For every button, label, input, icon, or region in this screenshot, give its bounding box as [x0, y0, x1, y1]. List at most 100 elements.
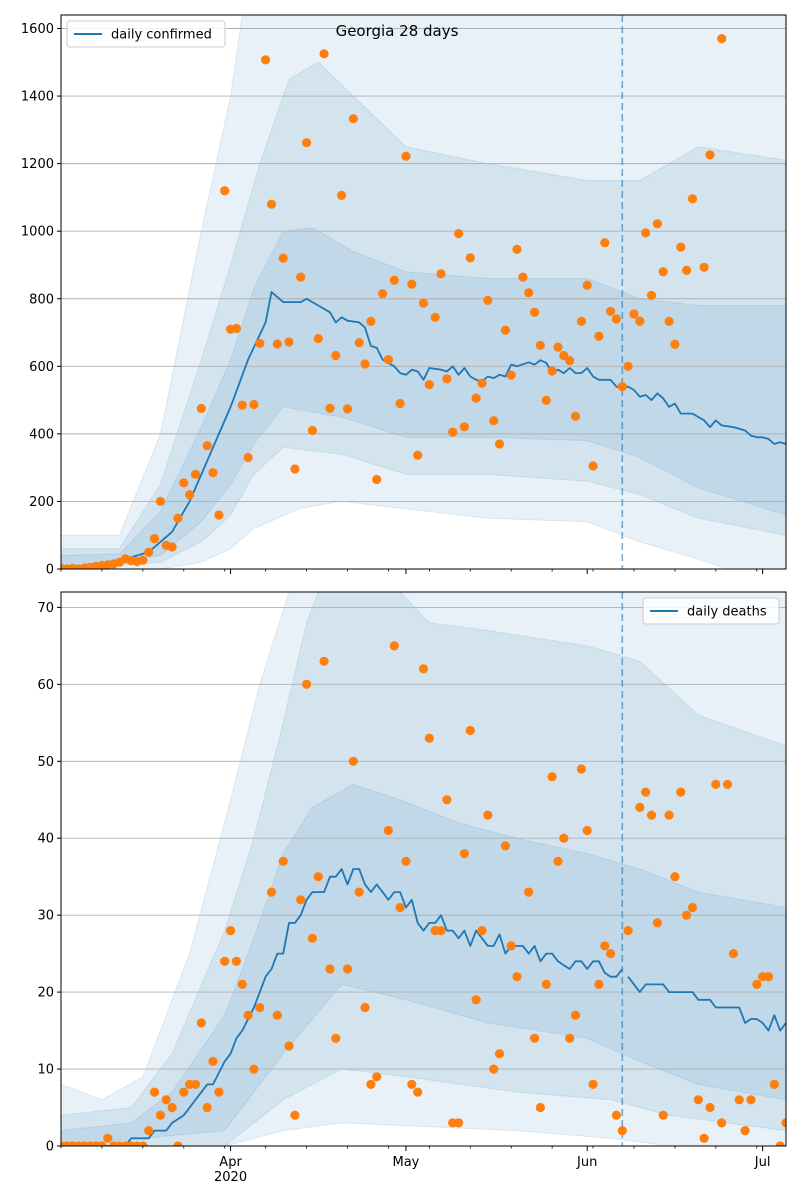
- deaths-axes-frame: [60, 591, 787, 1147]
- x-tick-label: May: [393, 1155, 420, 1170]
- confirmed-legend: daily confirmed: [66, 20, 226, 48]
- uncertainty-band-2: [61, 592, 786, 1146]
- data-point: [682, 910, 692, 920]
- data-point: [144, 1126, 154, 1136]
- data-point: [261, 55, 271, 65]
- data-point: [769, 1079, 779, 1089]
- x-tick-year-label: 2020: [214, 1170, 247, 1185]
- x-tick-label: Jun: [576, 1155, 597, 1170]
- data-point: [658, 1110, 668, 1120]
- data-point: [418, 664, 429, 674]
- data-point: [465, 253, 475, 263]
- y-tick-label: 70: [37, 601, 54, 616]
- chart-title: Georgia 28 days: [336, 22, 459, 40]
- data-point: [255, 338, 265, 348]
- data-point: [658, 267, 668, 277]
- data-point: [155, 496, 165, 506]
- data-point: [185, 490, 195, 500]
- data-point: [588, 461, 598, 471]
- data-point: [606, 949, 616, 959]
- data-point: [149, 534, 160, 544]
- data-point: [284, 1041, 294, 1051]
- y-tick-label: 0: [46, 1140, 54, 1155]
- data-point: [208, 1056, 218, 1066]
- data-point: [179, 478, 189, 488]
- data-point: [629, 309, 639, 319]
- data-point: [459, 422, 469, 432]
- confirmed-uncertainty-bands: [61, 15, 786, 569]
- data-point: [278, 856, 288, 866]
- data-point: [530, 307, 540, 317]
- data-point: [670, 339, 680, 349]
- uncertainty-band-1: [61, 15, 786, 569]
- data-point: [231, 956, 241, 966]
- data-point: [641, 787, 651, 797]
- data-point: [734, 1095, 744, 1105]
- data-point: [395, 902, 405, 913]
- uncertainty-band-1: [61, 592, 786, 1146]
- data-point: [237, 400, 247, 410]
- data-point: [489, 1064, 499, 1074]
- deaths-marks: [61, 592, 786, 1146]
- data-point: [494, 439, 505, 449]
- data-point: [775, 1141, 785, 1146]
- data-point: [354, 338, 364, 348]
- data-point: [226, 926, 236, 936]
- data-point: [249, 399, 259, 410]
- data-point: [436, 926, 446, 936]
- data-point: [670, 872, 680, 882]
- data-point: [354, 887, 364, 897]
- data-point: [752, 979, 762, 990]
- y-tick-label: 30: [37, 909, 54, 924]
- data-point: [389, 641, 399, 651]
- data-point: [705, 1102, 715, 1113]
- data-point: [190, 1079, 201, 1089]
- data-point: [623, 926, 633, 936]
- confirmed-axes-frame: [60, 14, 787, 570]
- data-point: [641, 228, 651, 238]
- y-tick-label: 1600: [21, 22, 54, 37]
- y-tick-label: 60: [37, 678, 54, 693]
- data-point: [272, 1010, 282, 1020]
- data-point: [600, 238, 610, 248]
- data-point: [553, 856, 563, 866]
- confirmed-panel: 0 200 400 600 800 1000 1200 1400 1600 Georgia 28…: [21, 14, 787, 578]
- data-point: [173, 1141, 183, 1146]
- data-point: [471, 995, 481, 1005]
- data-point: [342, 404, 353, 414]
- uncertainty-band-3: [61, 783, 786, 1146]
- series-line-1: [61, 291, 786, 569]
- data-point: [541, 979, 551, 990]
- data-point: [547, 366, 557, 376]
- data-point: [717, 1118, 727, 1128]
- data-point: [512, 244, 522, 254]
- x-tick-label: Jul: [754, 1155, 771, 1170]
- data-point: [699, 1133, 709, 1143]
- data-point: [202, 441, 212, 451]
- data-point: [424, 733, 434, 743]
- data-point: [290, 1110, 300, 1120]
- data-point: [746, 1095, 756, 1105]
- data-point: [576, 764, 587, 774]
- y-tick-label: 40: [37, 832, 54, 847]
- data-point: [342, 964, 353, 974]
- data-point: [418, 298, 429, 308]
- data-point: [611, 1110, 622, 1120]
- deaths-uncertainty-bands: [61, 592, 786, 1146]
- data-point: [717, 34, 727, 44]
- data-point: [576, 316, 587, 326]
- data-point: [518, 272, 528, 282]
- data-point: [272, 339, 282, 349]
- data-point: [459, 849, 469, 859]
- data-point: [646, 810, 657, 820]
- y-tick-label: 800: [29, 292, 54, 307]
- legend-label: daily deaths: [687, 605, 767, 620]
- data-point: [331, 350, 341, 361]
- data-point: [570, 411, 581, 421]
- y-tick-label: 1200: [21, 157, 54, 172]
- data-point: [237, 979, 247, 990]
- data-point: [547, 772, 557, 782]
- data-point: [167, 1102, 177, 1113]
- data-point: [208, 468, 218, 478]
